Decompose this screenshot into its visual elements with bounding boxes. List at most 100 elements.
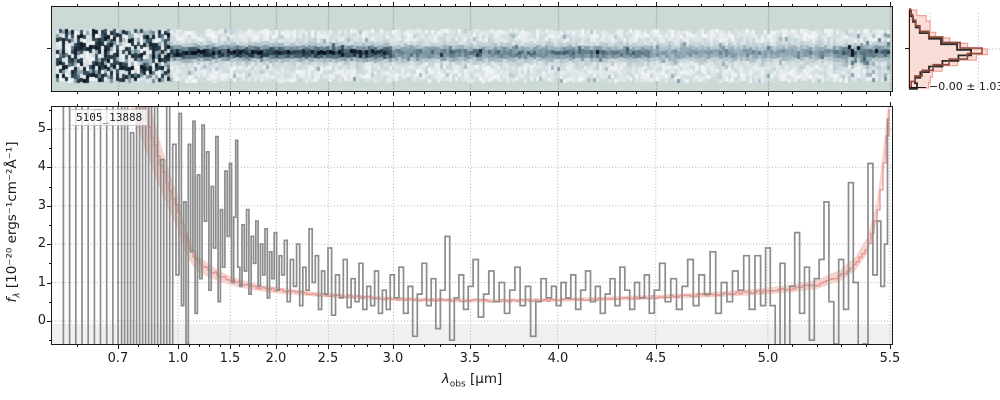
axis-tick — [905, 48, 909, 49]
axis-tick — [701, 4, 702, 6]
axis-tick — [287, 4, 288, 6]
axis-tick — [470, 92, 471, 96]
axis-tick — [118, 92, 119, 96]
axis-tick — [47, 206, 51, 207]
axis-tick — [267, 104, 268, 106]
axis-tick — [178, 102, 179, 106]
axis-tick — [318, 345, 319, 347]
x-tick-label: 2.5 — [317, 351, 339, 366]
axis-tick — [424, 345, 425, 347]
axis-tick — [393, 345, 394, 349]
axis-tick — [558, 92, 559, 96]
axis-tick — [230, 345, 231, 349]
axis-tick — [239, 92, 240, 94]
axis-tick — [118, 345, 119, 349]
axis-tick — [745, 92, 746, 94]
x-tick-label: 5.5 — [879, 351, 901, 366]
axis-tick — [678, 345, 679, 347]
axis-tick — [341, 345, 342, 347]
axis-tick — [48, 263, 51, 264]
axis-tick — [745, 104, 746, 106]
model-uncertainty-band — [130, 107, 889, 303]
axis-tick — [189, 92, 190, 94]
axis-tick — [367, 345, 368, 347]
y-axis-unit: [10⁻²⁰ ergs⁻¹cm⁻²Å⁻¹] — [4, 141, 20, 293]
axis-tick — [890, 345, 891, 349]
axis-tick — [308, 92, 309, 94]
axis-tick — [297, 4, 298, 6]
axis-tick — [424, 4, 425, 6]
axis-tick — [118, 102, 119, 106]
axis-tick — [723, 104, 724, 106]
x-axis-subscript: obs — [449, 379, 466, 390]
axis-tick — [47, 167, 51, 168]
axis-tick — [817, 92, 818, 94]
axis-tick — [597, 4, 598, 6]
axis-tick — [470, 2, 471, 6]
y-axis-subscript: λ — [12, 292, 23, 298]
axis-tick — [488, 92, 489, 94]
axis-tick — [488, 4, 489, 6]
axis-tick — [178, 2, 179, 6]
axis-tick — [656, 2, 657, 6]
axis-tick — [220, 92, 221, 94]
axis-tick — [440, 92, 441, 94]
axis-tick — [367, 104, 368, 106]
axis-tick — [239, 104, 240, 106]
axis-tick — [189, 4, 190, 6]
axis-tick — [455, 4, 456, 6]
axis-tick — [328, 345, 329, 349]
axis-tick — [817, 345, 818, 347]
axis-tick — [249, 92, 250, 94]
axis-tick — [505, 345, 506, 347]
y-tick-label: 0 — [37, 313, 46, 328]
axis-tick — [258, 104, 259, 106]
axis-tick — [47, 321, 51, 322]
axis-tick — [308, 345, 309, 347]
axis-tick — [488, 104, 489, 106]
axis-tick — [328, 102, 329, 106]
axis-tick — [440, 104, 441, 106]
x-tick-label: 4.0 — [547, 351, 569, 366]
axis-tick — [701, 104, 702, 106]
y-axis-symbol: f — [4, 297, 20, 303]
axis-tick — [768, 2, 769, 6]
residual-histogram-panel — [908, 8, 1000, 90]
axis-tick — [424, 104, 425, 106]
axis-tick — [297, 92, 298, 94]
axis-tick — [577, 92, 578, 94]
axis-tick — [199, 104, 200, 106]
axis-tick — [841, 4, 842, 6]
axis-tick — [118, 2, 119, 6]
axis-tick — [558, 345, 559, 349]
axis-tick — [48, 340, 51, 341]
axis-tick — [267, 4, 268, 6]
axis-tick — [230, 102, 231, 106]
axis-tick — [287, 104, 288, 106]
axis-tick — [409, 104, 410, 106]
axis-tick — [267, 92, 268, 94]
axis-tick — [77, 4, 78, 6]
axis-tick — [616, 345, 617, 347]
axis-tick — [77, 104, 78, 106]
axis-tick — [318, 104, 319, 106]
axis-tick — [701, 92, 702, 94]
x-tick-label: 2.0 — [265, 351, 287, 366]
axis-tick — [380, 345, 381, 347]
axis-tick — [220, 4, 221, 6]
axis-tick — [523, 345, 524, 347]
axis-tick — [189, 345, 190, 347]
axis-tick — [328, 2, 329, 6]
axis-tick — [597, 92, 598, 94]
axis-tick — [297, 345, 298, 347]
axis-tick — [258, 345, 259, 347]
axis-tick — [393, 92, 394, 96]
y-axis-label: fλ [10⁻²⁰ ergs⁻¹cm⁻²Å⁻¹] — [4, 52, 24, 392]
axis-tick — [276, 102, 277, 106]
axis-tick — [287, 92, 288, 94]
axis-tick — [138, 4, 139, 6]
axis-tick — [341, 4, 342, 6]
axis-tick — [817, 104, 818, 106]
axis-tick — [505, 104, 506, 106]
axis-tick — [597, 104, 598, 106]
